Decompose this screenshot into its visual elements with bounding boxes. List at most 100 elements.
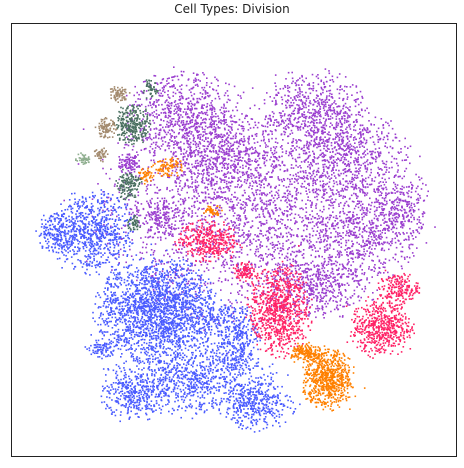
point (223, 111, 226, 114)
point (187, 214, 190, 217)
point (217, 195, 220, 197)
point (304, 170, 307, 172)
point (152, 179, 155, 181)
point (215, 182, 218, 185)
point (324, 174, 326, 177)
point (339, 219, 342, 222)
point (378, 236, 381, 238)
point (232, 225, 234, 227)
point (273, 97, 276, 99)
point (371, 252, 373, 254)
point (364, 165, 366, 167)
point (224, 128, 226, 131)
point (204, 284, 207, 286)
point (364, 154, 367, 156)
point (324, 112, 327, 114)
point (277, 121, 280, 123)
point (278, 179, 281, 181)
point (217, 126, 219, 128)
point (237, 267, 239, 269)
point (205, 133, 207, 135)
point (251, 118, 254, 120)
point (371, 219, 373, 222)
point (328, 104, 330, 107)
point (233, 152, 236, 155)
point (392, 200, 394, 203)
point (240, 125, 242, 127)
point (315, 75, 318, 78)
point (388, 124, 390, 127)
point (357, 253, 360, 256)
point (323, 249, 326, 251)
point (273, 165, 275, 168)
point (345, 239, 347, 242)
point (368, 242, 370, 244)
point (238, 186, 241, 189)
point (252, 202, 254, 205)
point (132, 145, 135, 148)
point (199, 136, 202, 138)
point (261, 133, 264, 136)
point (347, 160, 350, 163)
point (225, 107, 227, 109)
point (212, 150, 215, 152)
point (205, 118, 207, 121)
point (345, 131, 347, 134)
point (422, 223, 424, 226)
point (346, 121, 348, 123)
point (330, 109, 333, 112)
point (248, 167, 250, 169)
point (360, 133, 362, 136)
point (194, 140, 196, 143)
point (266, 193, 269, 196)
point (187, 108, 190, 110)
scatter-plot (35, 66, 436, 433)
point (317, 250, 319, 252)
point (313, 217, 316, 219)
point (220, 196, 222, 198)
point (307, 105, 310, 107)
point (177, 211, 180, 213)
point (339, 263, 341, 266)
point (203, 218, 205, 221)
point (338, 152, 340, 155)
point (271, 258, 273, 261)
point (194, 290, 197, 293)
point (278, 252, 280, 255)
point (271, 100, 274, 102)
point (266, 256, 268, 258)
point (283, 212, 285, 215)
point (404, 145, 406, 148)
point (181, 84, 183, 86)
point (356, 213, 358, 216)
point (343, 90, 345, 92)
point (326, 199, 328, 201)
point (338, 105, 341, 108)
point (255, 248, 257, 251)
point (332, 80, 335, 83)
point (336, 189, 338, 191)
point (380, 211, 383, 214)
point (245, 217, 248, 220)
point (267, 200, 270, 202)
point (221, 170, 223, 172)
point (339, 250, 341, 253)
point (361, 141, 363, 144)
point (218, 120, 220, 122)
point (322, 180, 324, 182)
point (411, 252, 414, 254)
point (194, 187, 197, 190)
point (183, 142, 185, 145)
point (313, 122, 315, 125)
point (179, 203, 182, 206)
point (265, 245, 268, 248)
point (351, 84, 354, 86)
point (320, 130, 323, 133)
point (308, 148, 310, 150)
point (393, 189, 396, 191)
point (274, 244, 277, 246)
point (263, 136, 265, 138)
point (371, 153, 373, 156)
point (364, 245, 366, 247)
point (216, 206, 219, 209)
